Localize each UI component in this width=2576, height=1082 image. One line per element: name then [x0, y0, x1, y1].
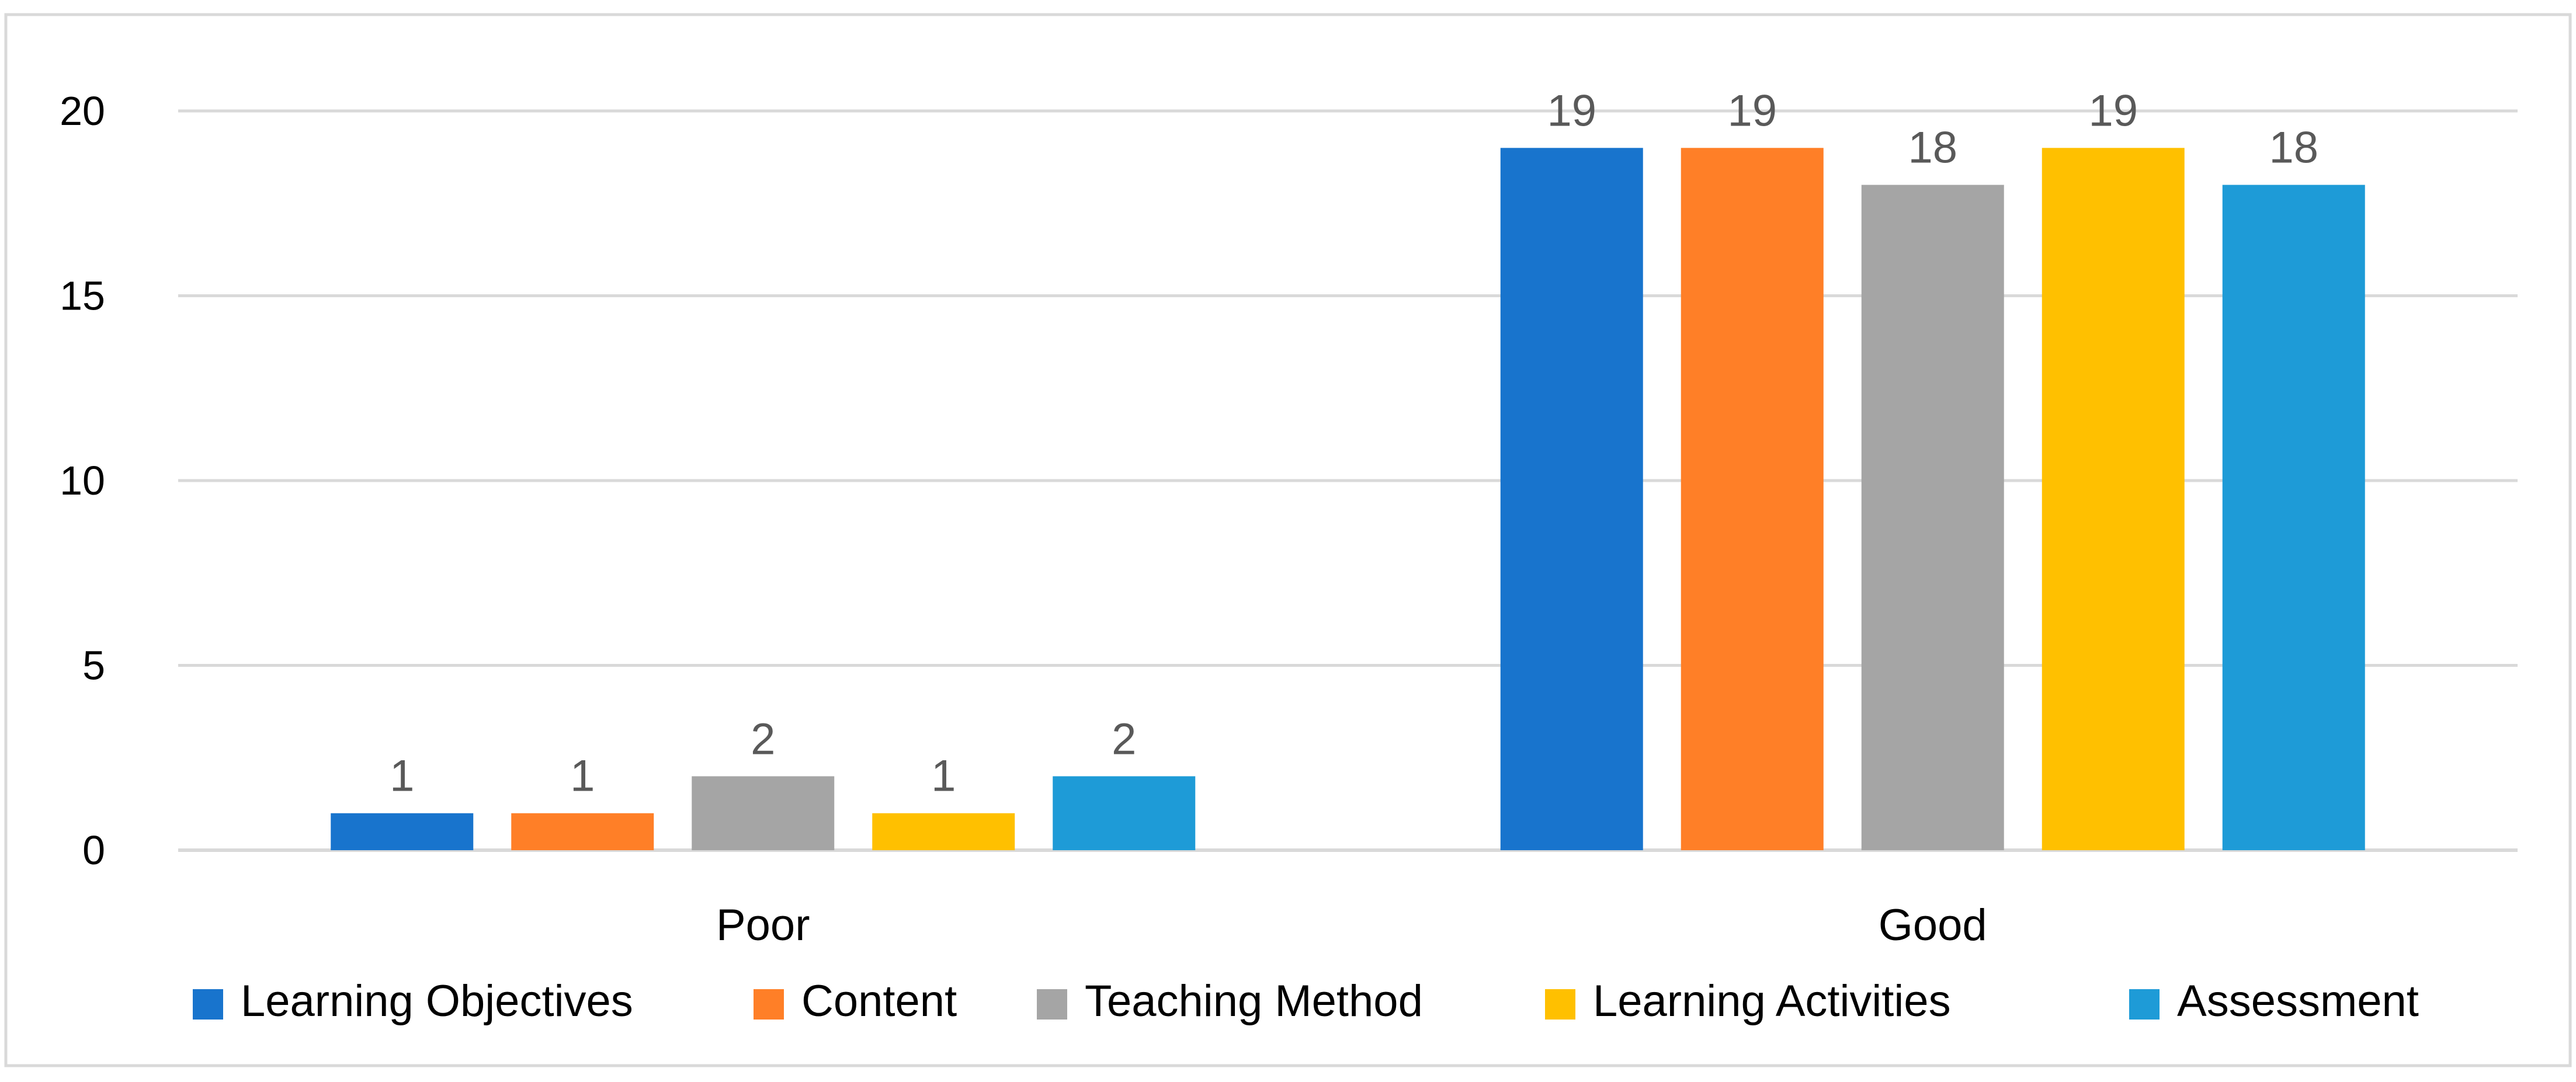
bar — [511, 813, 654, 850]
y-tick-label: 0 — [82, 827, 105, 873]
data-label: 19 — [1547, 86, 1596, 135]
x-tick-label: Poor — [716, 900, 810, 950]
legend-swatch — [2129, 989, 2160, 1020]
bar — [1053, 776, 1196, 850]
y-tick-label: 20 — [60, 88, 105, 134]
y-tick-label: 15 — [60, 273, 105, 319]
data-label: 1 — [931, 752, 956, 801]
bars — [331, 148, 2365, 851]
bar — [331, 813, 474, 850]
legend-swatch — [1545, 989, 1575, 1020]
bar — [1500, 148, 1643, 850]
data-label: 18 — [1908, 123, 1957, 173]
legend-label: Content — [801, 976, 957, 1026]
data-label: 2 — [1112, 714, 1136, 764]
y-tick-label: 5 — [82, 643, 105, 688]
bar — [1681, 148, 1824, 850]
legend-label: Teaching Method — [1085, 976, 1423, 1026]
bar — [692, 776, 835, 850]
legend-swatch — [1037, 989, 1067, 1020]
data-labels: 1 1 2 1 2 19 19 18 19 18 — [390, 86, 2318, 801]
x-tick-label: Good — [1879, 900, 1987, 950]
legend-label: Learning Activities — [1593, 976, 1951, 1026]
bar — [2042, 148, 2185, 850]
bar — [1861, 185, 2004, 851]
data-label: 1 — [390, 752, 414, 801]
data-label: 1 — [570, 752, 595, 801]
legend-label: Assessment — [2177, 976, 2419, 1026]
y-axis-ticks: 0 5 10 15 20 — [60, 88, 105, 873]
legend: Learning Objectives Content Teaching Metho… — [193, 976, 2419, 1026]
bar — [872, 813, 1015, 850]
bar — [2222, 185, 2365, 851]
data-label: 19 — [1727, 86, 1777, 135]
legend-swatch — [193, 989, 223, 1020]
data-label: 19 — [2088, 86, 2138, 135]
chart-border — [4, 13, 2572, 1067]
y-tick-label: 10 — [60, 458, 105, 503]
legend-swatch — [754, 989, 784, 1020]
data-label: 18 — [2269, 123, 2318, 173]
x-axis-ticks: Poor Good — [716, 900, 1987, 950]
data-label: 2 — [751, 714, 775, 764]
legend-label: Learning Objectives — [241, 976, 633, 1026]
